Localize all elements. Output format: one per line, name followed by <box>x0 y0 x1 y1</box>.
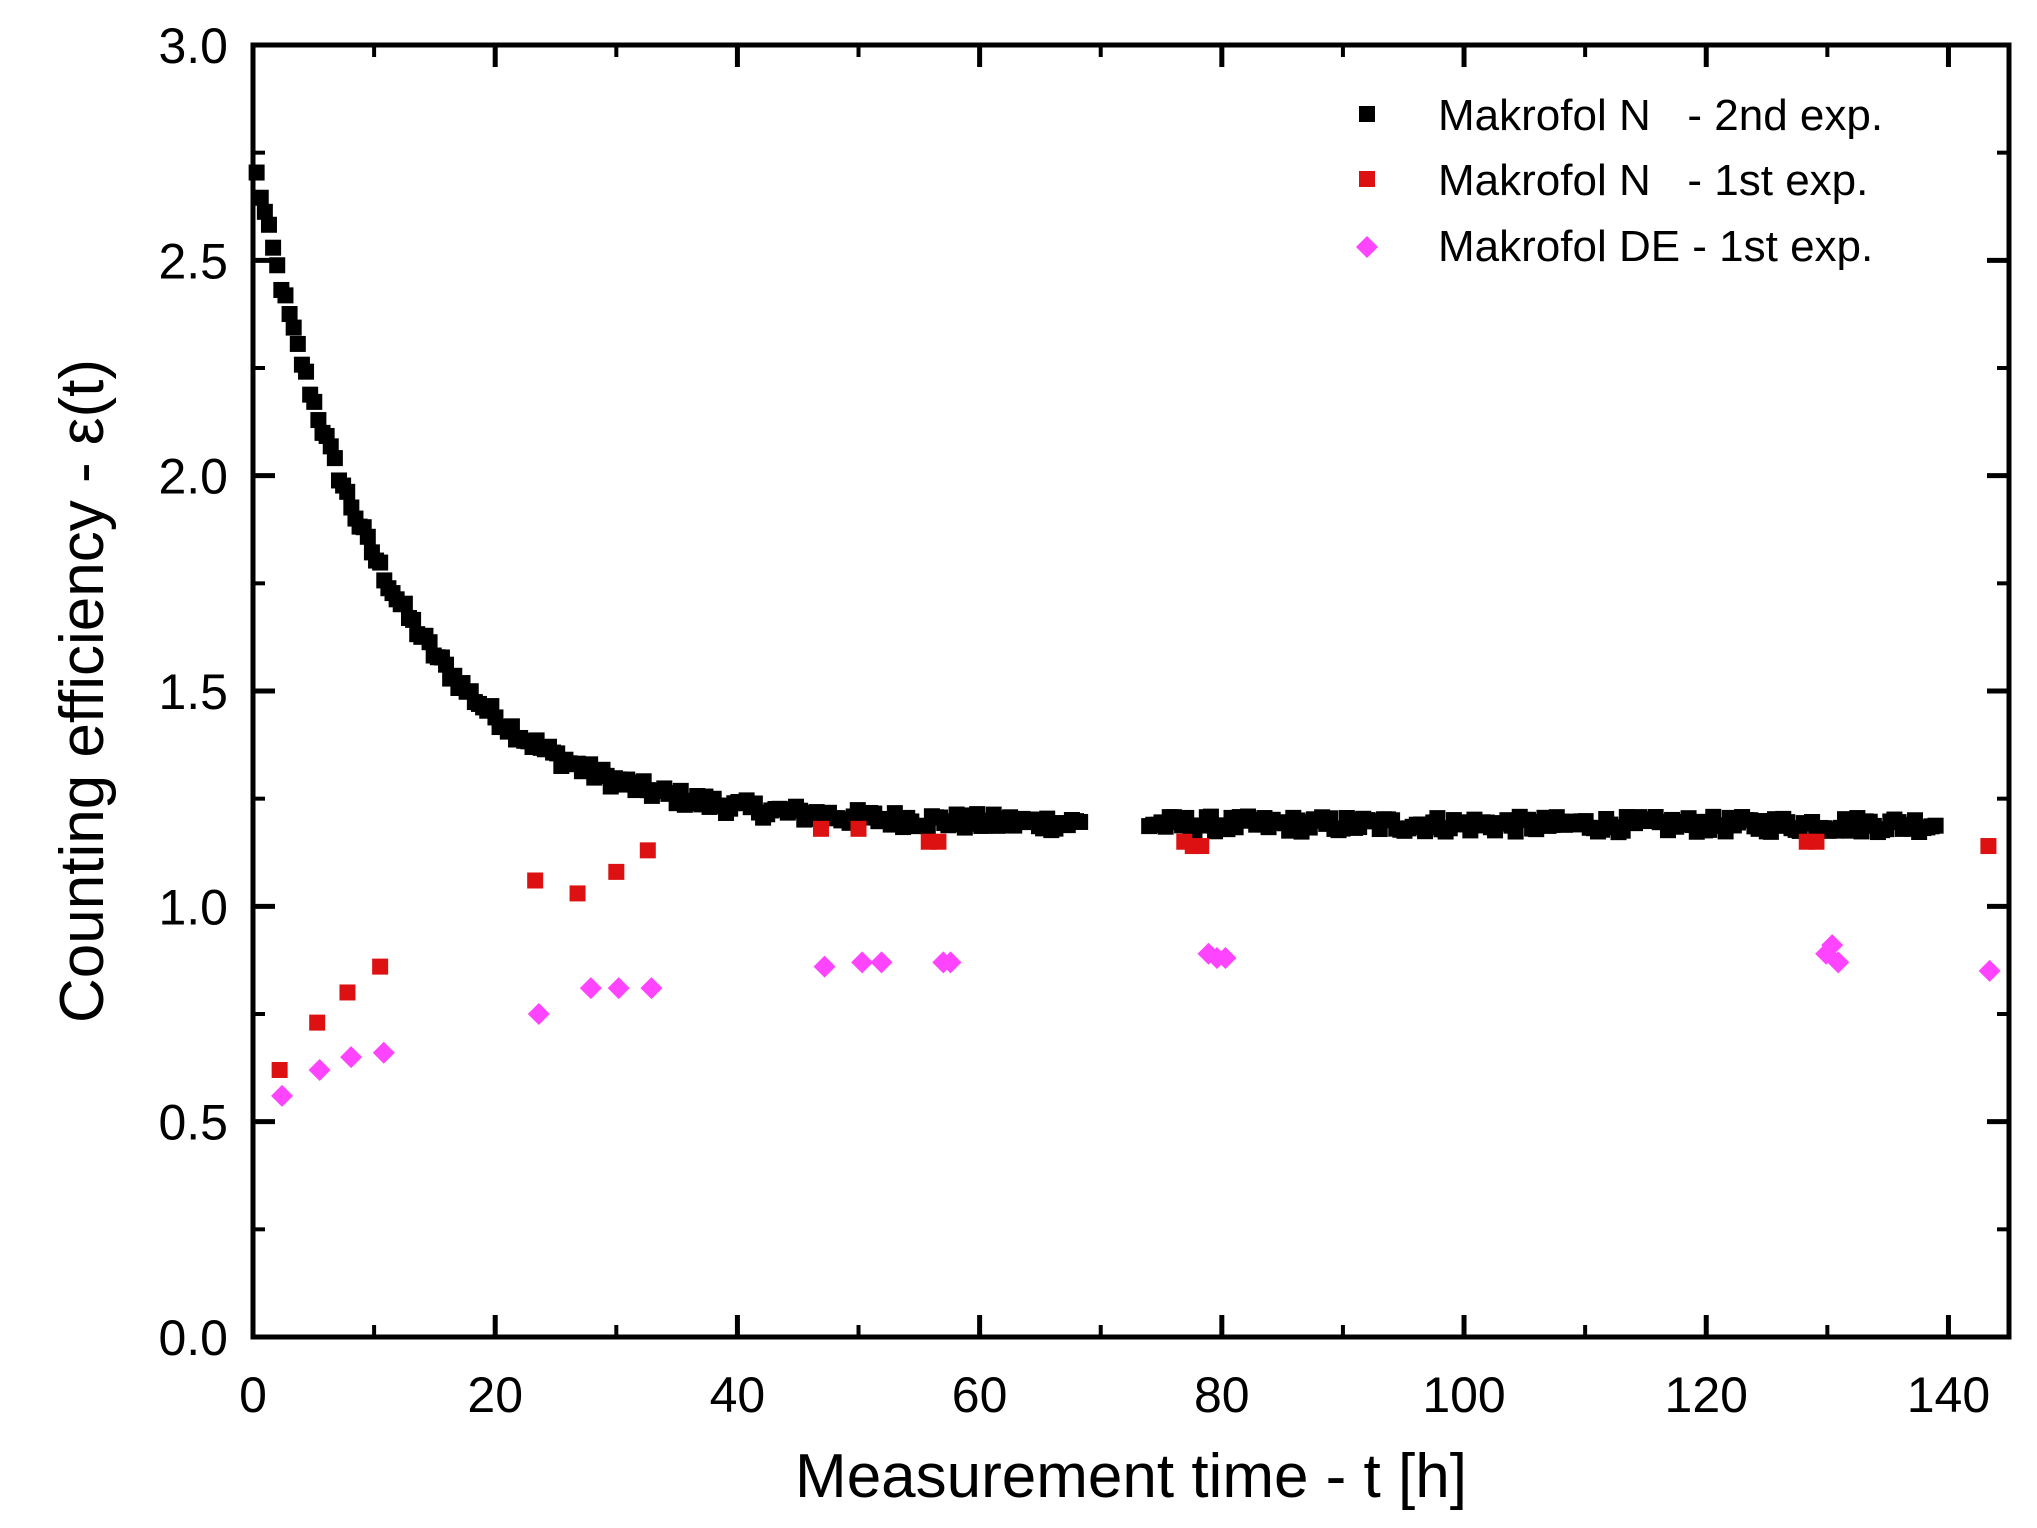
point-makrofol-de-1st <box>527 1003 550 1025</box>
point-makrofol-n-1st <box>527 872 544 889</box>
point-makrofol-de-1st <box>851 951 874 974</box>
point-makrofol-n-1st <box>339 984 356 1001</box>
x-tick-labels: 0 20 40 60 80 100 120 140 <box>239 1367 1990 1423</box>
point-makrofol-n-1st <box>608 863 625 880</box>
y-tick-label: 1.5 <box>158 664 228 720</box>
point-makrofol-de-1st <box>579 977 602 1000</box>
x-tick-label: 120 <box>1665 1367 1748 1423</box>
point-makrofol-n-2nd <box>405 611 422 628</box>
point-makrofol-de-1st <box>372 1041 395 1064</box>
y-tick-label: 0.0 <box>158 1310 228 1366</box>
point-makrofol-de-1st <box>1978 959 2001 982</box>
point-makrofol-n-2nd <box>421 634 438 651</box>
point-makrofol-de-1st <box>939 951 962 974</box>
point-makrofol-n-2nd <box>285 319 302 336</box>
point-makrofol-n-2nd <box>372 554 389 571</box>
legend-marker-makrofol-de-1st <box>1356 236 1378 258</box>
point-makrofol-de-1st <box>607 977 630 1000</box>
y-tick-label: 1.0 <box>158 879 228 935</box>
point-makrofol-n-1st <box>372 958 389 975</box>
y-tick-label: 0.5 <box>158 1095 228 1151</box>
legend: Makrofol N - 2nd exp. Makrofol N - 1st e… <box>1356 91 1883 271</box>
point-makrofol-de-1st <box>1214 947 1237 970</box>
y-axis-title: Counting efficiency - ε(t) <box>48 359 117 1023</box>
point-makrofol-n-1st <box>309 1014 326 1031</box>
point-makrofol-n-1st <box>850 820 867 837</box>
point-makrofol-n-2nd <box>339 483 356 500</box>
point-makrofol-de-1st <box>870 951 893 974</box>
x-tick-label: 40 <box>710 1367 766 1423</box>
point-makrofol-n-1st <box>1193 838 1210 855</box>
point-makrofol-n-2nd <box>277 287 294 304</box>
point-makrofol-n-2nd <box>672 782 689 799</box>
y-tick-label: 2.0 <box>158 449 228 505</box>
point-makrofol-n-2nd <box>281 306 298 323</box>
legend-marker-makrofol-n-1st <box>1359 171 1375 187</box>
plot-frame <box>250 42 2012 1340</box>
point-makrofol-n-2nd <box>298 363 315 380</box>
y-tick-labels: 0.0 0.5 1.0 1.5 2.0 2.5 3.0 <box>158 18 228 1366</box>
point-makrofol-n-2nd <box>265 239 282 256</box>
point-makrofol-de-1st <box>1821 934 1844 957</box>
point-makrofol-n-2nd <box>1072 813 1089 830</box>
x-tick-label: 60 <box>952 1367 1008 1423</box>
x-tick-label: 0 <box>239 1367 267 1423</box>
legend-marker-makrofol-n-2nd <box>1359 106 1375 122</box>
point-makrofol-n-1st <box>1980 838 1997 855</box>
legend-label-makrofol-de-1st: Makrofol DE - 1st exp. <box>1438 222 1873 271</box>
point-makrofol-n-1st <box>639 842 656 859</box>
legend-label-makrofol-n-2nd: Makrofol N - 2nd exp. <box>1438 91 1883 140</box>
point-makrofol-n-1st <box>271 1061 288 1078</box>
point-makrofol-de-1st <box>340 1046 363 1069</box>
point-makrofol-n-2nd <box>310 412 327 429</box>
point-makrofol-n-2nd <box>359 528 376 545</box>
point-makrofol-n-1st <box>812 820 829 837</box>
point-makrofol-de-1st <box>640 977 663 1000</box>
x-tick-label: 20 <box>467 1367 523 1423</box>
legend-label-makrofol-n-1st: Makrofol N - 1st exp. <box>1438 156 1868 205</box>
point-makrofol-n-2nd <box>306 393 323 410</box>
x-axis-title: Measurement time - t [h] <box>795 1442 1467 1511</box>
data-marks <box>248 164 2001 1107</box>
x-tick-label: 140 <box>1907 1367 1990 1423</box>
x-tick-label: 80 <box>1194 1367 1250 1423</box>
y-tick-label: 2.5 <box>158 233 228 289</box>
point-makrofol-n-2nd <box>252 189 269 206</box>
point-makrofol-n-2nd <box>1927 817 1944 834</box>
point-makrofol-n-2nd <box>289 335 306 352</box>
point-makrofol-n-2nd <box>326 450 343 467</box>
point-makrofol-n-1st <box>1808 833 1825 850</box>
y-tick-label: 3.0 <box>158 18 228 74</box>
point-makrofol-n-2nd <box>260 216 277 233</box>
point-makrofol-n-1st <box>930 833 947 850</box>
point-makrofol-de-1st <box>271 1084 294 1107</box>
point-makrofol-n-1st <box>569 885 586 902</box>
x-tick-label: 100 <box>1422 1367 1505 1423</box>
point-makrofol-de-1st <box>308 1058 331 1081</box>
point-makrofol-de-1st <box>813 955 836 978</box>
point-makrofol-n-2nd <box>256 203 273 220</box>
point-makrofol-de-1st <box>1827 951 1850 974</box>
point-makrofol-n-2nd <box>396 595 413 612</box>
